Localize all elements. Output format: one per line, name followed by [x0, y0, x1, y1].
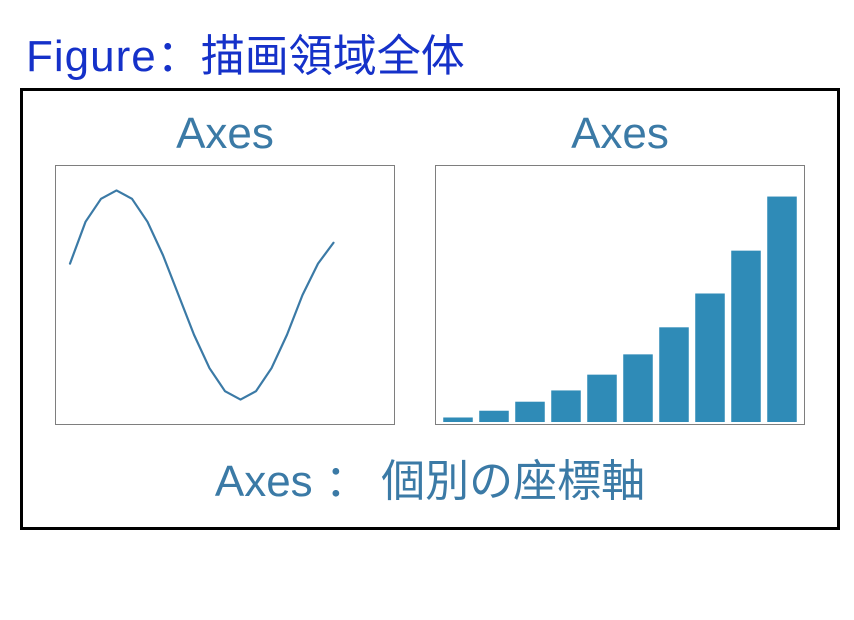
bar	[479, 411, 509, 422]
figure-title: Figure ： 描画領域全体	[26, 20, 840, 84]
bar-chart-box	[435, 165, 805, 425]
sine-line	[70, 190, 334, 399]
figure-title-rest: 描画領域全体	[201, 20, 465, 84]
bar	[443, 417, 473, 422]
left-panel: Axes	[55, 109, 395, 425]
bar-chart-svg	[436, 166, 804, 424]
figure-box: Axes Axes Axes ： 個別の座標軸	[20, 88, 840, 530]
footer-keyword: Axes	[215, 457, 313, 506]
line-chart-box	[55, 165, 395, 425]
axes-title-left: Axes	[176, 109, 274, 159]
axes-title-right: Axes	[571, 109, 669, 159]
panels-row: Axes Axes	[43, 109, 817, 425]
bar	[623, 354, 653, 422]
figure-title-sep: ：	[157, 20, 201, 84]
bar	[731, 251, 761, 422]
bar	[767, 197, 797, 422]
right-panel: Axes	[435, 109, 805, 425]
figure-title-keyword: Figure	[26, 32, 157, 82]
bar	[515, 402, 545, 422]
bar	[587, 375, 617, 422]
bar	[659, 327, 689, 422]
bar	[695, 293, 725, 422]
line-chart-svg	[56, 166, 394, 424]
footer-title: Axes ： 個別の座標軸	[43, 445, 817, 509]
footer-sep: ：	[325, 457, 369, 506]
bar	[551, 390, 581, 422]
footer-rest: 個別の座標軸	[381, 457, 645, 506]
